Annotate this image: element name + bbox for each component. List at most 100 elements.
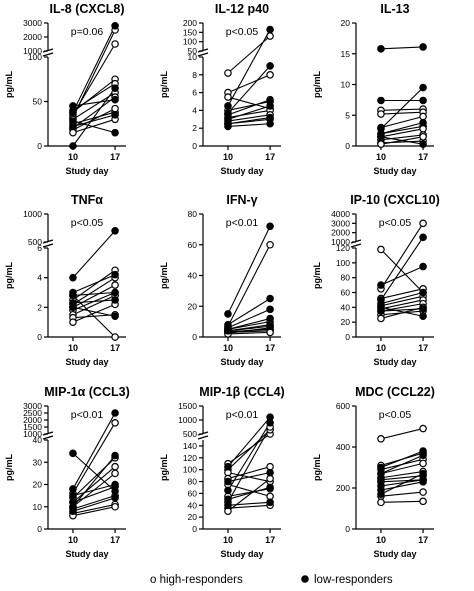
low-responder-point [224, 501, 232, 510]
y-tick-label: 20 [188, 301, 198, 311]
subject-line [227, 478, 271, 512]
subject-line [72, 483, 116, 497]
low-responder-point [69, 142, 77, 150]
subject-line [72, 108, 116, 131]
low-responder-point [419, 262, 427, 271]
x-axis-title: Study day [65, 549, 108, 559]
axis-break-mark [350, 243, 362, 248]
y-tick-label: 8 [192, 70, 197, 80]
subject-line [227, 325, 271, 332]
y-axis-title: pg/mL [159, 71, 169, 98]
subject-line [227, 318, 271, 330]
low-responder-point [69, 507, 77, 516]
subject-line [380, 479, 424, 483]
subject-line [380, 308, 424, 312]
x-axis-title: Study day [65, 357, 108, 367]
y-tick-label: 0 [192, 524, 197, 534]
subject-line [72, 495, 116, 510]
subject-line [227, 298, 271, 326]
low-responder-point [419, 288, 427, 297]
panel-title: TNFα [71, 193, 103, 207]
subject-line [72, 114, 116, 127]
low-responder-point [377, 96, 385, 105]
x-tick-label: 17 [110, 152, 120, 162]
low-responder-point [266, 468, 274, 477]
y-tick-label: 20 [33, 480, 43, 490]
low-responder-point [266, 25, 274, 34]
y-tick-label: 120 [336, 243, 350, 253]
low-responder-point [69, 273, 77, 282]
x-axis-title: Study day [373, 549, 416, 559]
low-responder-point [377, 281, 385, 289]
p-value-label: p<0.05 [71, 217, 104, 229]
low-responder-point [69, 485, 77, 493]
panel-title: IL-8 (CXCL8) [50, 2, 125, 16]
panel-title: MIP-1β (CCL4) [199, 385, 284, 399]
low-responder-point [266, 322, 274, 331]
subject-line [227, 109, 271, 119]
high-responder-point [266, 71, 274, 79]
p-value-label: p=0.06 [71, 26, 104, 38]
low-responder-point [266, 294, 274, 303]
subject-line [72, 87, 116, 147]
high-responder-point [419, 497, 427, 506]
y-tick-label: 1000 [23, 209, 42, 219]
subject-line [72, 506, 116, 517]
y-axis-title: pg/mL [4, 454, 14, 481]
x-tick-label: 17 [110, 535, 120, 545]
subject-line [72, 274, 116, 294]
subject-line [72, 503, 116, 514]
high-responder-point [266, 328, 274, 337]
y-tick-label: 0 [37, 332, 42, 342]
low-responder-point [266, 113, 274, 122]
low-responder-point [266, 222, 274, 231]
y-tick-label: 40 [33, 435, 43, 445]
y-tick-label: 500 [183, 429, 197, 439]
high-responder-point [419, 124, 427, 133]
subject-line [227, 226, 271, 315]
subject-line [227, 74, 271, 94]
low-responder-point [69, 108, 77, 116]
subject-line [72, 306, 116, 317]
y-tick-label: 2000 [331, 228, 350, 238]
subject-line [380, 128, 424, 138]
low-responder-point [377, 45, 385, 53]
high-responder-point [419, 219, 427, 228]
legend-high-label: o high-responders [150, 574, 243, 586]
subject-line [380, 481, 424, 491]
subject-line [227, 501, 271, 506]
high-responder-point [111, 40, 119, 48]
low-responder-point [111, 312, 119, 321]
low-responder-point [266, 418, 274, 427]
x-tick-label: 17 [265, 343, 275, 353]
subject-line [380, 237, 424, 301]
high-responder-point [266, 240, 274, 249]
subject-line [380, 479, 424, 487]
subject-line [380, 122, 424, 135]
y-tick-label: 4 [192, 105, 197, 115]
subject-line [380, 491, 424, 497]
subject-line [72, 497, 116, 512]
y-tick-label: 40 [188, 500, 198, 510]
subject-line [380, 299, 424, 310]
axis-break-mark [42, 435, 54, 440]
subject-line [380, 223, 424, 290]
subject-line [72, 118, 116, 134]
high-responder-point [419, 132, 427, 141]
low-responder-point [419, 118, 427, 127]
subject-line [227, 327, 271, 334]
subject-line [72, 455, 116, 508]
p-value-label: p<0.05 [379, 217, 412, 229]
low-responder-point [111, 21, 119, 30]
subject-line [227, 466, 271, 480]
low-responder-point [419, 478, 427, 486]
low-responder-point [111, 409, 119, 417]
subject-line [72, 29, 116, 118]
subject-line [380, 115, 424, 129]
subject-line [227, 429, 271, 471]
legend: o high-responders low-responders [150, 574, 393, 586]
low-responder-point [266, 483, 274, 492]
high-responder-point [377, 314, 385, 323]
